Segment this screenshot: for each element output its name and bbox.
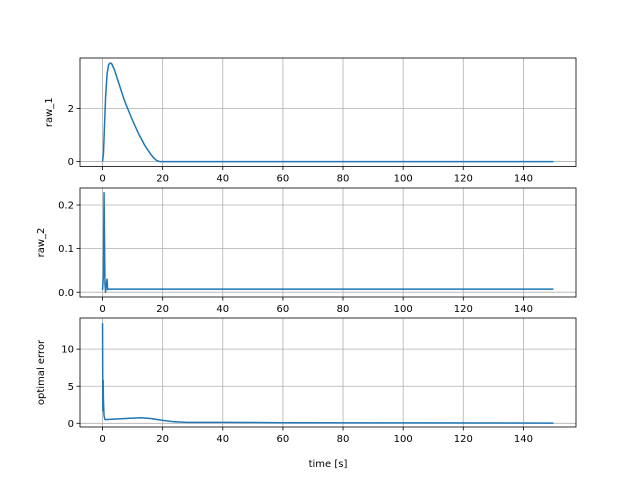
y-tick-label: 10 xyxy=(61,345,74,356)
series-line xyxy=(101,192,554,293)
x-axis-label: time [s] xyxy=(309,459,348,470)
x-tick-label: 80 xyxy=(337,174,350,185)
x-tick-label: 100 xyxy=(394,304,413,315)
x-tick-label: 140 xyxy=(514,434,533,445)
series-line xyxy=(101,323,554,424)
y-tick-label: 0.2 xyxy=(58,201,74,212)
series-line xyxy=(101,62,554,163)
y-tick-label: 0.0 xyxy=(58,288,74,299)
axes-frame xyxy=(79,187,577,298)
x-tick-label: 40 xyxy=(216,434,229,445)
x-tick-label: 60 xyxy=(277,304,290,315)
x-tick-label: 40 xyxy=(216,304,229,315)
x-tick-label: 20 xyxy=(156,174,169,185)
subplot-1: 0 20 40 60 80 100 120 140 0 2 raw_1 xyxy=(44,57,577,185)
subplot-3: 0 20 40 60 80 100 120 140 0 5 10 optimal error time … xyxy=(36,317,577,470)
x-tick-label: 60 xyxy=(277,434,290,445)
y-axis-label: optimal error xyxy=(36,339,47,405)
y-tick-label: 0 xyxy=(68,157,74,168)
axes-frame xyxy=(79,57,577,167)
y-tick-label: 0 xyxy=(68,419,74,430)
x-tick-label: 100 xyxy=(394,434,413,445)
y-axis-label: raw_2 xyxy=(36,228,47,258)
x-tick-label: 20 xyxy=(156,434,169,445)
x-tick-label: 0 xyxy=(99,434,105,445)
x-tick-label: 60 xyxy=(277,174,290,185)
x-tick-label: 140 xyxy=(514,174,533,185)
axes-frame xyxy=(79,317,577,428)
y-tick-label: 5 xyxy=(68,382,74,393)
x-tick-label: 80 xyxy=(337,304,350,315)
x-tick-label: 120 xyxy=(454,174,473,185)
x-tick-label: 120 xyxy=(454,304,473,315)
x-tick-label: 20 xyxy=(156,304,169,315)
x-tick-label: 80 xyxy=(337,434,350,445)
x-tick-label: 0 xyxy=(99,174,105,185)
x-tick-label: 40 xyxy=(216,174,229,185)
y-tick-label: 2 xyxy=(68,104,74,115)
x-tick-label: 0 xyxy=(99,304,105,315)
y-axis-label: raw_1 xyxy=(44,97,55,127)
y-tick-label: 0.1 xyxy=(58,244,74,255)
x-tick-label: 100 xyxy=(394,174,413,185)
x-tick-label: 140 xyxy=(514,304,533,315)
x-tick-label: 120 xyxy=(454,434,473,445)
subplot-2: 0 20 40 60 80 100 120 140 0.0 0.1 0.2 raw_2 xyxy=(36,187,577,315)
